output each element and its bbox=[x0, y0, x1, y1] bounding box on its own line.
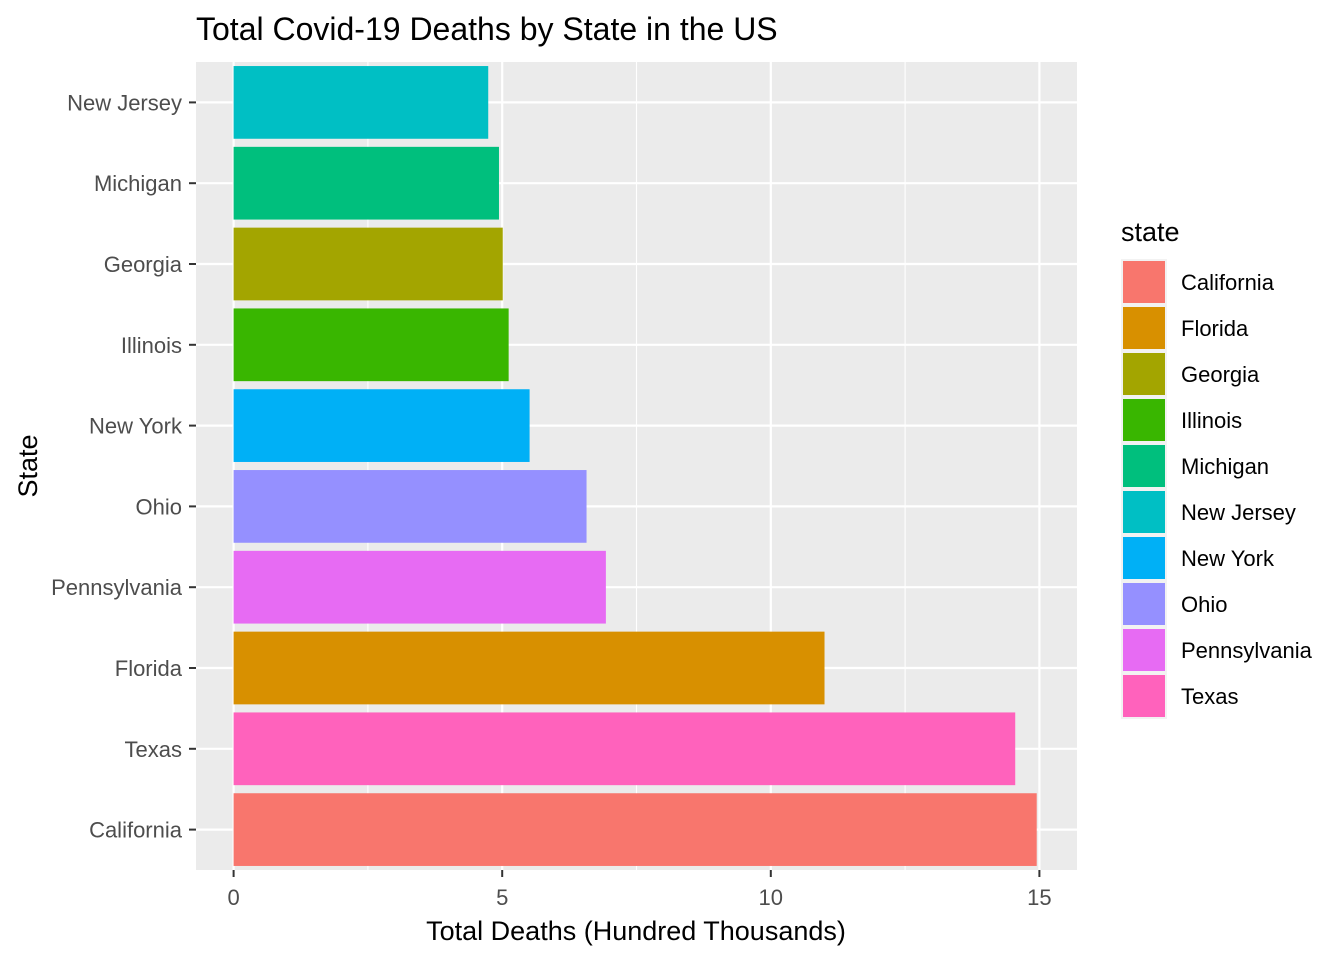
y-tick-label: Ohio bbox=[136, 494, 182, 519]
legend-swatch bbox=[1123, 537, 1165, 579]
x-axis-title: Total Deaths (Hundred Thousands) bbox=[426, 916, 846, 946]
y-tick-label: California bbox=[89, 818, 183, 843]
y-tick-label: Illinois bbox=[121, 333, 182, 358]
x-tick-label: 0 bbox=[227, 885, 239, 910]
x-axis: 0 5 10 15 bbox=[227, 870, 1052, 910]
y-tick-label: Texas bbox=[125, 737, 182, 762]
x-tick-label: 10 bbox=[759, 885, 783, 910]
x-tick-label: 5 bbox=[496, 885, 508, 910]
y-axis-title: State bbox=[13, 434, 43, 497]
bar-illinois bbox=[233, 308, 509, 382]
legend-label: Illinois bbox=[1181, 408, 1242, 433]
legend-label: Georgia bbox=[1181, 362, 1260, 387]
legend-label: Florida bbox=[1181, 316, 1249, 341]
bar-pennsylvania bbox=[233, 550, 606, 624]
bars bbox=[233, 66, 1037, 866]
y-tick-label: Georgia bbox=[104, 252, 183, 277]
y-tick-label: Michigan bbox=[94, 171, 182, 196]
legend-title: state bbox=[1121, 217, 1180, 247]
y-tick-label: New York bbox=[89, 414, 183, 439]
legend-swatch bbox=[1123, 491, 1165, 533]
legend-label: Michigan bbox=[1181, 454, 1269, 479]
legend-swatch bbox=[1123, 675, 1165, 717]
legend-swatch bbox=[1123, 583, 1165, 625]
y-axis: California Texas Florida Pennsylvania Ohio Ne… bbox=[51, 90, 196, 843]
bar-ohio bbox=[233, 470, 587, 543]
legend-swatch bbox=[1123, 353, 1165, 395]
chart-title: Total Covid-19 Deaths by State in the US bbox=[196, 11, 778, 47]
legend-swatch bbox=[1123, 307, 1165, 349]
legend-swatch bbox=[1123, 261, 1165, 303]
legend-swatch bbox=[1123, 399, 1165, 441]
bar-new-jersey bbox=[233, 66, 489, 139]
legend-label: Texas bbox=[1181, 684, 1238, 709]
y-tick-label: Florida bbox=[115, 656, 183, 681]
legend-swatch bbox=[1123, 629, 1165, 671]
legend-label: Ohio bbox=[1181, 592, 1227, 617]
x-tick-label: 15 bbox=[1027, 885, 1051, 910]
bar-texas bbox=[233, 712, 1016, 786]
legend-label: Pennsylvania bbox=[1181, 638, 1313, 663]
legend-label: New York bbox=[1181, 546, 1275, 571]
legend-label: California bbox=[1181, 270, 1275, 295]
legend-swatch bbox=[1123, 445, 1165, 487]
bar-michigan bbox=[233, 146, 499, 220]
y-tick-label: Pennsylvania bbox=[51, 575, 183, 600]
bar-georgia bbox=[233, 227, 503, 301]
bar-new-york bbox=[233, 389, 530, 462]
legend-label: New Jersey bbox=[1181, 500, 1296, 525]
bar-florida bbox=[233, 631, 825, 705]
bar-california bbox=[233, 793, 1037, 866]
y-tick-label: New Jersey bbox=[67, 90, 182, 115]
legend: state California Florida Georgia Illinois Mi… bbox=[1121, 217, 1313, 719]
